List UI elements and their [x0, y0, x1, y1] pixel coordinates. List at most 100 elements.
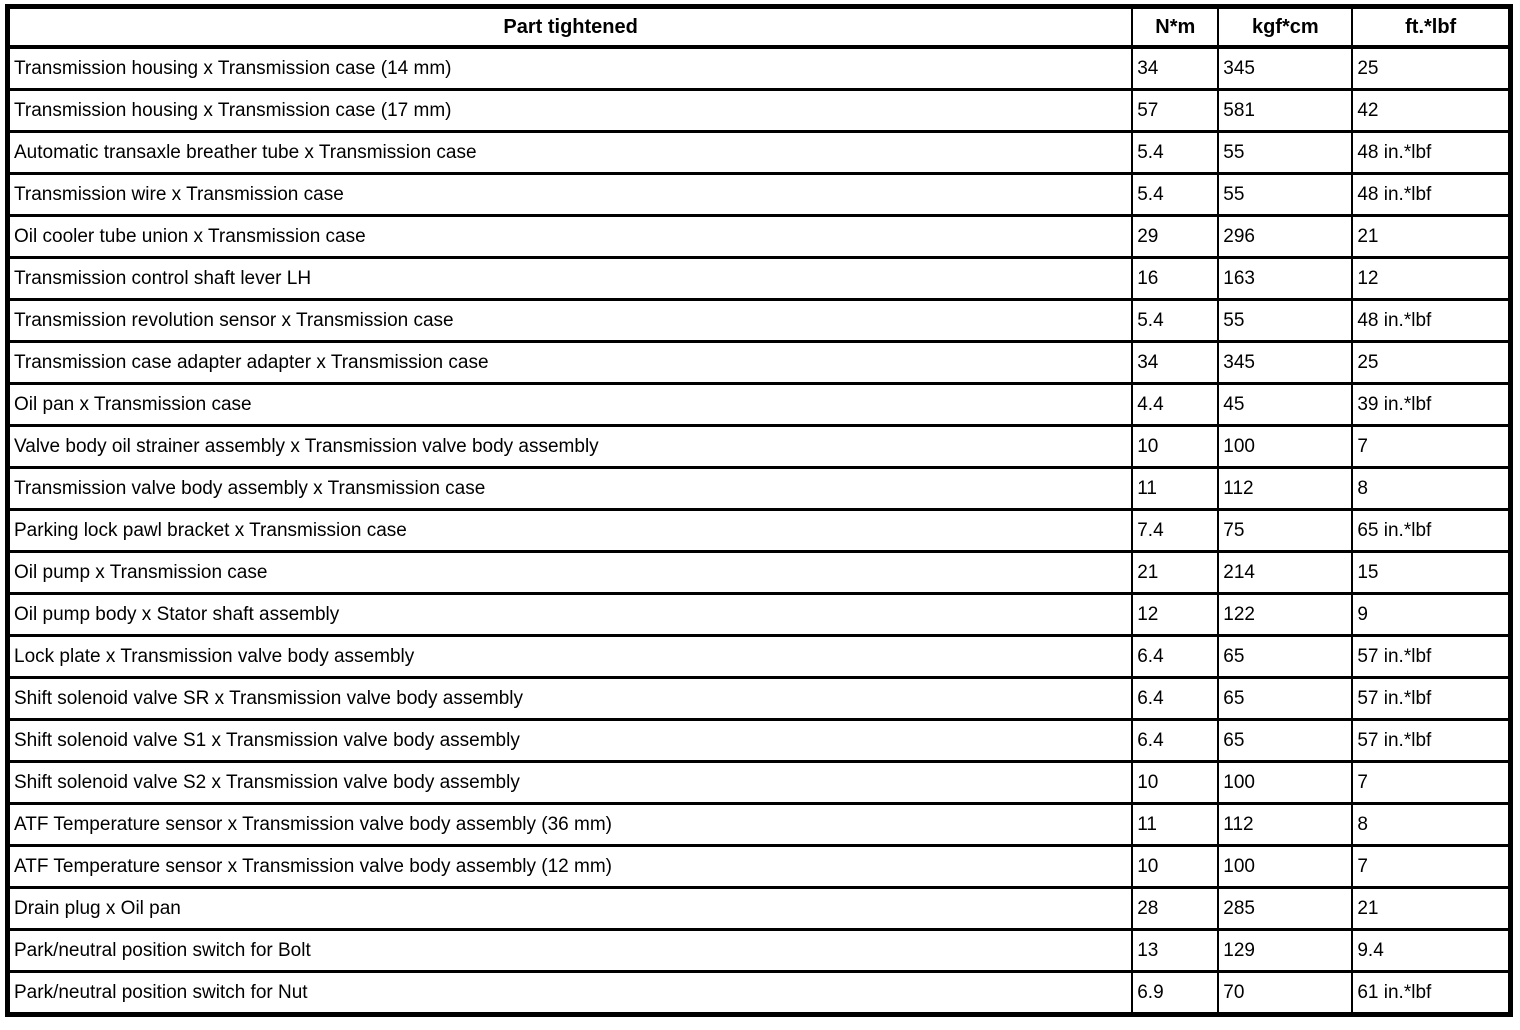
- column-header-part-tightened: Part tightened: [6, 4, 1134, 49]
- cell-part-tightened: Oil pan x Transmission case: [6, 382, 1134, 427]
- cell-part-tightened: Transmission valve body assembly x Trans…: [6, 466, 1134, 511]
- cell-kgfcm: 285: [1217, 886, 1354, 931]
- cell-nm: 7.4: [1131, 508, 1220, 553]
- table-row: Park/neutral position switch for Bolt 13 1…: [6, 928, 1512, 973]
- cell-ftlbf: 39 in.*lbf: [1351, 382, 1512, 427]
- cell-part-tightened: Oil cooler tube union x Transmission cas…: [6, 214, 1134, 259]
- cell-nm: 5.4: [1131, 298, 1220, 343]
- cell-nm: 10: [1131, 844, 1220, 889]
- table-row: Oil pump body x Stator shaft assembly 12 1…: [6, 592, 1512, 637]
- cell-kgfcm: 65: [1217, 676, 1354, 721]
- table-row: Transmission valve body assembly x Trans…: [6, 466, 1512, 511]
- cell-ftlbf: 8: [1351, 466, 1512, 511]
- cell-ftlbf: 8: [1351, 802, 1512, 847]
- cell-nm: 21: [1131, 550, 1220, 595]
- cell-kgfcm: 65: [1217, 634, 1354, 679]
- cell-nm: 5.4: [1131, 130, 1220, 175]
- table-row: Lock plate x Transmission valve body ass…: [6, 634, 1512, 679]
- table-row: Oil cooler tube union x Transmission cas…: [6, 214, 1512, 259]
- cell-nm: 13: [1131, 928, 1220, 973]
- table-row: Transmission housing x Transmission case…: [6, 45, 1512, 91]
- cell-nm: 6.4: [1131, 718, 1220, 763]
- cell-part-tightened: Transmission housing x Transmission case…: [6, 88, 1134, 133]
- cell-part-tightened: Drain plug x Oil pan: [6, 886, 1134, 931]
- table-row: Parking lock pawl bracket x Transmission…: [6, 508, 1512, 553]
- cell-part-tightened: Shift solenoid valve S1 x Transmission v…: [6, 718, 1134, 763]
- cell-nm: 16: [1131, 256, 1220, 301]
- cell-part-tightened: Transmission wire x Transmission case: [6, 172, 1134, 217]
- column-header-ftlbf: ft.*lbf: [1351, 4, 1512, 49]
- cell-kgfcm: 129: [1217, 928, 1354, 973]
- cell-ftlbf: 65 in.*lbf: [1351, 508, 1512, 553]
- cell-kgfcm: 214: [1217, 550, 1354, 595]
- table-header: Part tightened N*m kgf*cm ft.*lbf: [6, 4, 1512, 49]
- column-header-kgfcm: kgf*cm: [1217, 4, 1354, 49]
- cell-nm: 11: [1131, 466, 1220, 511]
- cell-kgfcm: 55: [1217, 298, 1354, 343]
- cell-part-tightened: Transmission revolution sensor x Transmi…: [6, 298, 1134, 343]
- cell-kgfcm: 345: [1217, 45, 1354, 91]
- cell-ftlbf: 57 in.*lbf: [1351, 676, 1512, 721]
- cell-nm: 6.4: [1131, 634, 1220, 679]
- cell-ftlbf: 12: [1351, 256, 1512, 301]
- cell-nm: 6.4: [1131, 676, 1220, 721]
- cell-nm: 4.4: [1131, 382, 1220, 427]
- cell-part-tightened: Oil pump body x Stator shaft assembly: [6, 592, 1134, 637]
- cell-ftlbf: 48 in.*lbf: [1351, 298, 1512, 343]
- cell-ftlbf: 57 in.*lbf: [1351, 634, 1512, 679]
- table-row: Transmission control shaft lever LH 16 163…: [6, 256, 1512, 301]
- table-row: ATF Temperature sensor x Transmission va…: [6, 844, 1512, 889]
- cell-kgfcm: 100: [1217, 844, 1354, 889]
- table-row: Park/neutral position switch for Nut 6.9 7…: [6, 970, 1512, 1016]
- cell-nm: 11: [1131, 802, 1220, 847]
- cell-kgfcm: 65: [1217, 718, 1354, 763]
- table-row: Transmission revolution sensor x Transmi…: [6, 298, 1512, 343]
- table-row: Transmission case adapter adapter x Tran…: [6, 340, 1512, 385]
- cell-ftlbf: 9: [1351, 592, 1512, 637]
- cell-ftlbf: 48 in.*lbf: [1351, 172, 1512, 217]
- cell-kgfcm: 75: [1217, 508, 1354, 553]
- table-row: Valve body oil strainer assembly x Trans…: [6, 424, 1512, 469]
- cell-kgfcm: 112: [1217, 466, 1354, 511]
- cell-ftlbf: 25: [1351, 340, 1512, 385]
- cell-nm: 28: [1131, 886, 1220, 931]
- table-row: Shift solenoid valve SR x Transmission v…: [6, 676, 1512, 721]
- cell-kgfcm: 122: [1217, 592, 1354, 637]
- cell-part-tightened: Parking lock pawl bracket x Transmission…: [6, 508, 1134, 553]
- cell-part-tightened: Oil pump x Transmission case: [6, 550, 1134, 595]
- cell-part-tightened: Transmission control shaft lever LH: [6, 256, 1134, 301]
- cell-ftlbf: 57 in.*lbf: [1351, 718, 1512, 763]
- cell-part-tightened: ATF Temperature sensor x Transmission va…: [6, 802, 1134, 847]
- cell-nm: 29: [1131, 214, 1220, 259]
- table-body: Transmission housing x Transmission case…: [6, 45, 1512, 1016]
- cell-part-tightened: Automatic transaxle breather tube x Tran…: [6, 130, 1134, 175]
- cell-kgfcm: 55: [1217, 130, 1354, 175]
- table-row: Transmission wire x Transmission case 5.4…: [6, 172, 1512, 217]
- cell-part-tightened: Park/neutral position switch for Bolt: [6, 928, 1134, 973]
- header-row: Part tightened N*m kgf*cm ft.*lbf: [6, 4, 1512, 49]
- cell-kgfcm: 100: [1217, 760, 1354, 805]
- cell-kgfcm: 112: [1217, 802, 1354, 847]
- table-row: ATF Temperature sensor x Transmission va…: [6, 802, 1512, 847]
- cell-part-tightened: Shift solenoid valve S2 x Transmission v…: [6, 760, 1134, 805]
- cell-kgfcm: 581: [1217, 88, 1354, 133]
- cell-nm: 34: [1131, 45, 1220, 91]
- cell-nm: 6.9: [1131, 970, 1220, 1016]
- table-row: Oil pan x Transmission case 4.4 45 39 in.*l…: [6, 382, 1512, 427]
- cell-nm: 12: [1131, 592, 1220, 637]
- cell-part-tightened: Shift solenoid valve SR x Transmission v…: [6, 676, 1134, 721]
- cell-nm: 5.4: [1131, 172, 1220, 217]
- cell-ftlbf: 7: [1351, 844, 1512, 889]
- table-row: Shift solenoid valve S1 x Transmission v…: [6, 718, 1512, 763]
- table-row: Transmission housing x Transmission case…: [6, 88, 1512, 133]
- cell-ftlbf: 15: [1351, 550, 1512, 595]
- cell-kgfcm: 100: [1217, 424, 1354, 469]
- cell-ftlbf: 21: [1351, 214, 1512, 259]
- cell-ftlbf: 7: [1351, 760, 1512, 805]
- table-row: Drain plug x Oil pan 28 285 21: [6, 886, 1512, 931]
- cell-nm: 10: [1131, 424, 1220, 469]
- cell-kgfcm: 296: [1217, 214, 1354, 259]
- torque-spec-table: Part tightened N*m kgf*cm ft.*lbf Transm…: [5, 4, 1513, 1017]
- cell-kgfcm: 163: [1217, 256, 1354, 301]
